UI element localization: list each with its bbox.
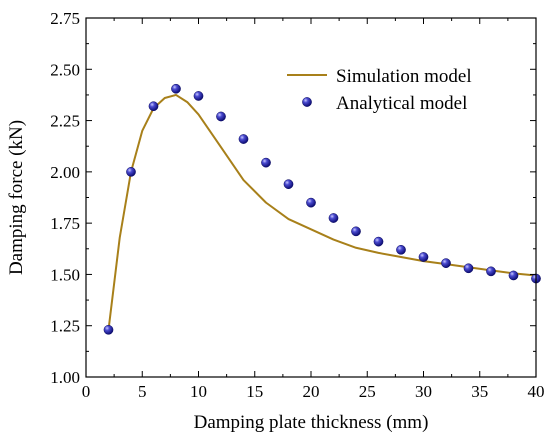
y-tick-label: 1.75 [50,214,80,233]
y-axis-title: Damping force (kN) [6,120,27,275]
ticks-layer: 0 5 10 15 20 25 30 35 40 1.00 1.25 1.50 1.75 2.00 2.25… [50,9,544,401]
x-tick-label: 35 [471,382,488,401]
analytical-model-point [193,91,204,101]
analytical-model-point [216,111,226,122]
legend-analytical-swatch [302,97,312,107]
x-tick-label: 0 [82,382,91,401]
y-tick-label: 2.75 [50,9,80,28]
analytical-model-point [148,101,159,112]
analytical-model-point [103,324,114,335]
plot-layer [103,83,541,335]
simulation-model-line [107,93,537,330]
analytical-model-point [306,197,316,208]
x-tick-label: 30 [415,382,432,401]
x-tick-label: 25 [359,382,376,401]
analytical-model-point [171,83,181,94]
analytical-model-point [396,244,406,255]
analytical-model-point [126,167,136,177]
x-axis-title: Damping plate thickness (mm) [194,412,429,433]
x-tick-label: 40 [528,382,545,401]
y-tick-label: 2.00 [50,163,80,182]
y-tick-label: 2.50 [50,60,80,79]
legend-analytical-label: Analytical model [336,93,467,114]
analytical-model-point [418,252,429,262]
analytical-model-point [283,179,294,190]
legend-simulation-label: Simulation model [336,66,472,87]
analytical-model-point [508,270,519,281]
x-tick-label: 20 [303,382,320,401]
x-tick-label: 15 [246,382,263,401]
analytical-model-point [261,157,271,168]
y-tick-label: 1.25 [50,317,80,336]
analytical-model-point [463,263,474,274]
analytical-model-point [328,213,339,223]
x-tick-label: 5 [138,382,147,401]
x-tick-label: 10 [190,382,207,401]
y-tick-label: 1.00 [50,368,80,387]
analytical-model-point [351,226,361,237]
legend: Simulation model Analytical model [287,66,472,114]
analytical-model-point [373,236,384,247]
analytical-model-point [486,266,496,277]
y-tick-label: 2.25 [50,112,80,131]
analytical-model-point [441,258,451,268]
y-tick-label: 1.50 [50,265,80,284]
analytical-model-point [238,134,249,144]
plot-frame [85,17,537,378]
